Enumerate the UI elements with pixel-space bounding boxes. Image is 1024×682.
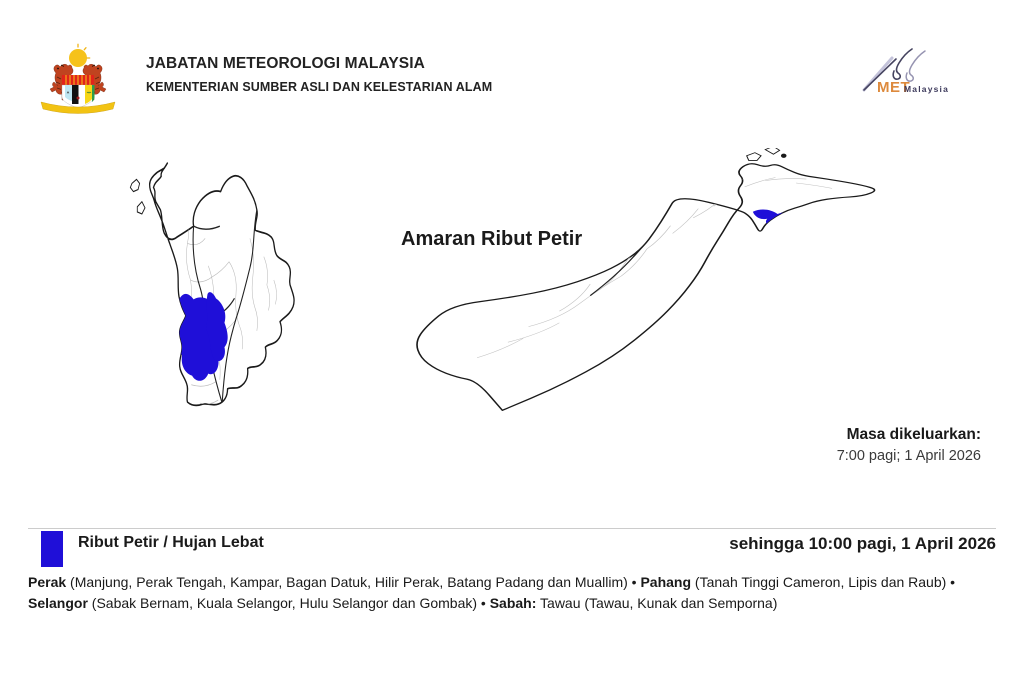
svg-text:Malaysia: Malaysia [904, 84, 949, 94]
